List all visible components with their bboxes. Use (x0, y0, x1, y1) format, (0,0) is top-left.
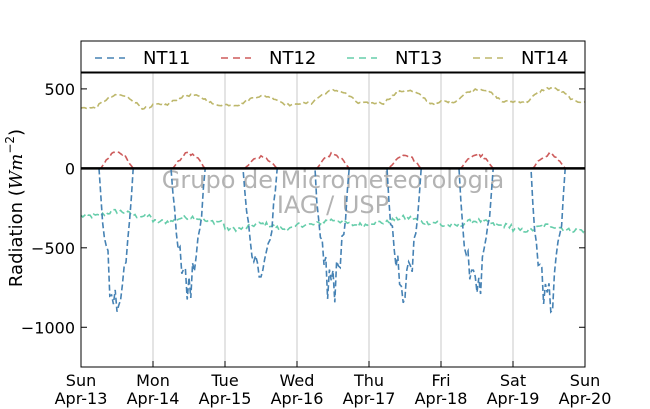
legend-label-nt12: NT12 (269, 48, 316, 69)
x-axis: SunApr-13MonApr-14TueApr-15WedApr-16ThuA… (55, 361, 612, 408)
watermark: Grupo de Micrometeorologia IAG / USP (162, 166, 504, 219)
x-tick-label-date: Apr-18 (415, 389, 468, 408)
legend-label-nt11: NT11 (143, 48, 190, 69)
x-tick-label-date: Apr-16 (271, 389, 324, 408)
y-axis-label-unit: Wm (6, 154, 27, 190)
y-axis-label-suffix: ) (6, 129, 27, 136)
y-tick-label: −1000 (21, 318, 75, 337)
x-tick-label-day: Sat (500, 371, 526, 390)
x-tick-label-day: Thu (353, 371, 384, 390)
series-line-nt13 (80, 208, 586, 234)
y-axis-label: Radiation (Wm−2) (3, 129, 27, 287)
legend-box (80, 40, 586, 73)
x-tick-label-date: Apr-15 (199, 389, 252, 408)
legend: NT11 NT12 NT13 NT14 (80, 40, 586, 73)
y-axis: 500 0 −500 −1000 (21, 80, 585, 337)
series-line-nt14 (80, 86, 586, 110)
x-tick-label-date: Apr-13 (55, 389, 108, 408)
x-tick-label-date: Apr-20 (559, 389, 612, 408)
y-axis-label-exponent: −2 (3, 136, 17, 154)
watermark-line-2: IAG / USP (277, 191, 389, 219)
y-tick-label: 500 (44, 80, 75, 99)
x-tick-label-date: Apr-19 (487, 389, 540, 408)
x-tick-label-day: Sun (66, 371, 96, 390)
x-tick-label-day: Sun (570, 371, 600, 390)
y-tick-label: −500 (31, 239, 75, 258)
watermark-line-1: Grupo de Micrometeorologia (162, 166, 504, 194)
x-tick-label-date: Apr-17 (343, 389, 396, 408)
legend-label-nt14: NT14 (521, 48, 568, 69)
plot-frame (80, 72, 586, 368)
x-tick-label-day: Mon (136, 371, 170, 390)
x-tick-label-date: Apr-14 (127, 389, 180, 408)
x-tick-label-day: Wed (280, 371, 315, 390)
y-axis-label-prefix: Radiation ( (6, 189, 27, 287)
y-tick-label: 0 (65, 159, 75, 178)
grid-lines (152, 73, 514, 367)
legend-label-nt13: NT13 (395, 48, 442, 69)
x-tick-label-day: Fri (431, 371, 450, 390)
x-tick-label-day: Tue (210, 371, 238, 390)
